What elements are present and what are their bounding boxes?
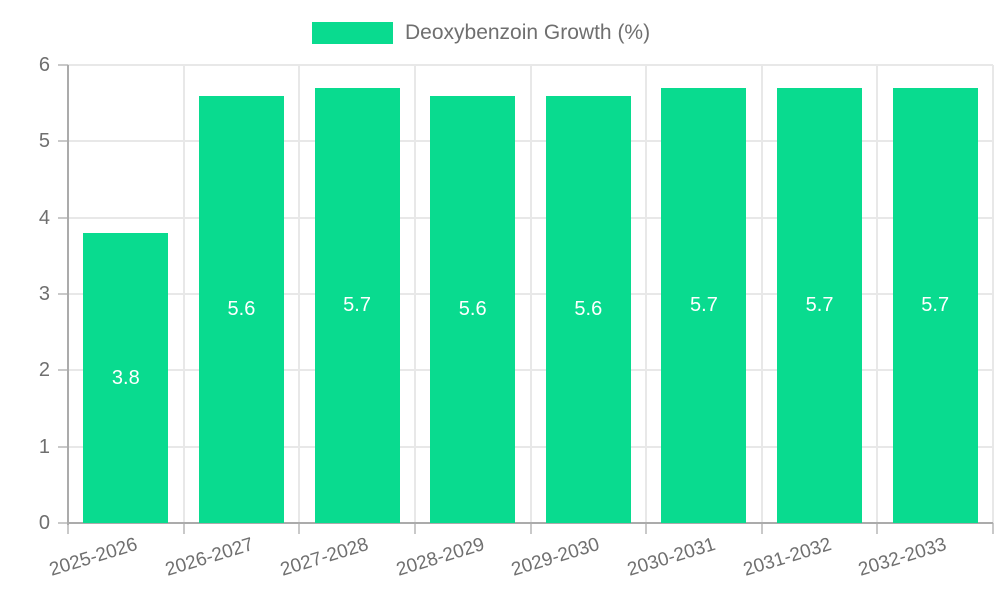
y-axis-tick xyxy=(58,522,68,524)
y-axis-tick xyxy=(58,140,68,143)
y-axis-tick-label: 5 xyxy=(38,130,50,153)
y-axis-tick xyxy=(58,216,68,219)
y-axis-line xyxy=(67,65,69,525)
legend: Deoxybenzoin Growth (%) xyxy=(312,18,650,48)
gridline-vertical xyxy=(760,65,763,523)
gridline-vertical xyxy=(876,65,879,523)
y-axis-tick xyxy=(58,369,68,372)
gridline-vertical xyxy=(992,65,994,523)
legend-label: Deoxybenzoin Growth (%) xyxy=(405,21,651,44)
y-axis-tick-label: 0 xyxy=(38,512,50,534)
x-axis-tick xyxy=(182,523,185,534)
bar-value-label: 3.8 xyxy=(111,366,140,389)
bar xyxy=(314,87,400,523)
x-axis-tick-label: 2028-2029 xyxy=(393,534,487,581)
legend-item[interactable]: Deoxybenzoin Growth (%) xyxy=(312,21,650,45)
bar xyxy=(777,87,863,523)
bar-value-label: 5.7 xyxy=(805,294,834,317)
bar-value-label: 5.7 xyxy=(690,294,718,317)
gridline-vertical xyxy=(413,65,416,523)
y-axis-tick-label: 3 xyxy=(38,283,50,305)
x-axis-tick-label: 2029-2030 xyxy=(509,534,603,581)
x-axis-tick-label: 2032-2033 xyxy=(856,534,950,581)
bar xyxy=(545,95,631,523)
bar-value-label: 5.6 xyxy=(458,298,487,321)
y-axis-tick xyxy=(58,64,68,66)
bar-value-label: 5.6 xyxy=(574,298,603,321)
y-axis-tick-label: 2 xyxy=(38,359,50,382)
bar-value-label: 5.7 xyxy=(921,294,950,317)
gridline-vertical xyxy=(529,65,532,523)
x-axis-tick xyxy=(876,523,879,534)
x-axis-tick-label: 2031-2032 xyxy=(740,534,834,581)
gridline-vertical xyxy=(182,65,185,523)
x-axis-tick xyxy=(645,523,648,534)
bar xyxy=(83,232,169,523)
y-axis-tick-label: 1 xyxy=(38,435,50,458)
bar xyxy=(430,95,516,523)
gridline-vertical xyxy=(298,65,301,523)
bar xyxy=(661,87,747,523)
x-axis-tick xyxy=(992,523,994,534)
y-axis-tick xyxy=(58,293,68,295)
x-axis-tick xyxy=(413,523,416,534)
x-axis-tick xyxy=(298,523,301,534)
x-axis-tick-label: 2030-2031 xyxy=(625,534,719,581)
y-axis-tick-label: 6 xyxy=(38,54,50,76)
x-axis-tick xyxy=(67,523,69,534)
y-axis-tick xyxy=(58,445,68,448)
bar xyxy=(198,95,284,523)
gridline-vertical xyxy=(645,65,648,523)
bar xyxy=(892,87,978,523)
x-axis-tick-label: 2025-2026 xyxy=(46,534,140,581)
x-axis-line xyxy=(68,522,993,524)
y-axis-tick-label: 4 xyxy=(38,206,50,229)
bar-value-label: 5.7 xyxy=(343,294,371,317)
x-axis-tick xyxy=(529,523,532,534)
bar-value-label: 5.6 xyxy=(227,298,256,321)
x-axis-tick-label: 2026-2027 xyxy=(162,534,256,581)
x-axis-tick-label: 2027-2028 xyxy=(278,534,372,581)
legend-swatch-icon xyxy=(312,22,393,44)
x-axis-tick xyxy=(760,523,763,534)
